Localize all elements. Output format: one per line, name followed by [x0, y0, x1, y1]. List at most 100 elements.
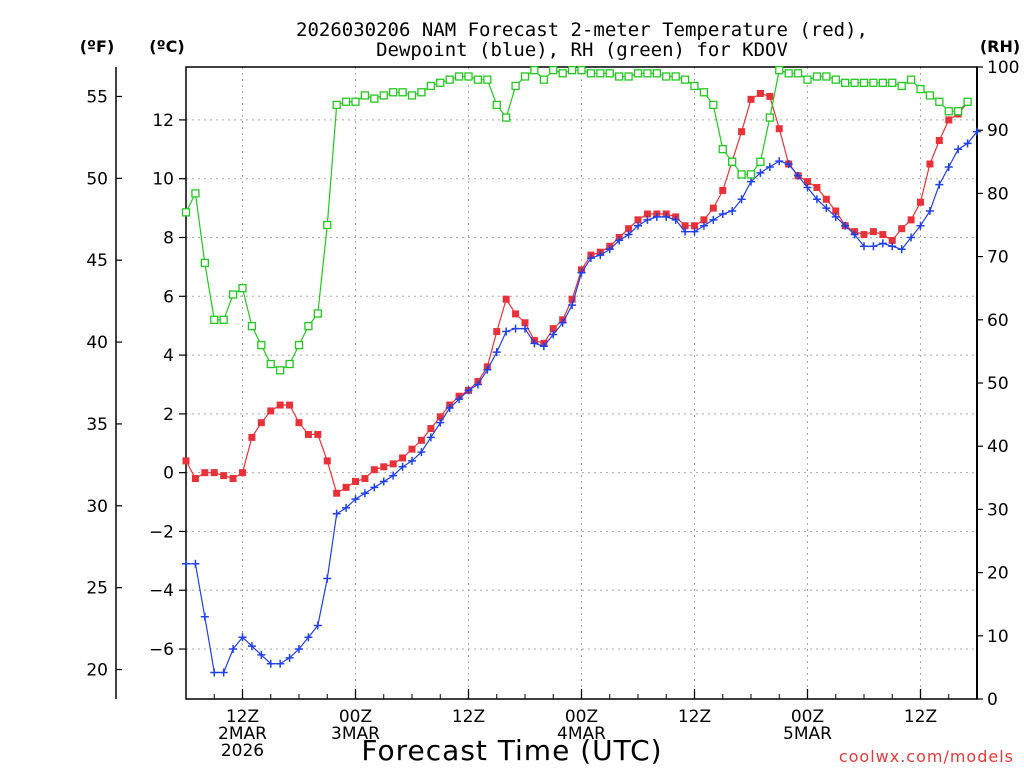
dewpoint-point [954, 145, 963, 154]
dewpoint-point [304, 633, 313, 642]
temperature-point [945, 116, 953, 124]
rh-point [323, 220, 332, 230]
temperature-point [568, 295, 576, 303]
time-tick-label: 2MAR [218, 724, 267, 744]
dewpoint-point [662, 212, 671, 221]
dewpoint-point [831, 212, 840, 221]
time-tick-label: 12Z [678, 707, 711, 727]
rh-tick-label: 30 [987, 500, 1009, 520]
rh-point [793, 69, 803, 78]
rh-tick-label: 80 [987, 184, 1009, 204]
rh-point [916, 84, 925, 94]
rh-point [869, 78, 878, 87]
dewpoint-point [313, 621, 322, 630]
dewpoint-point [285, 653, 294, 662]
fahrenheit-tick-label: 40 [86, 333, 108, 353]
rh-point [577, 66, 586, 75]
rh-point [492, 100, 501, 110]
rh-point [191, 189, 200, 198]
time-tick-label: 12Z [226, 707, 259, 727]
series-line-rh [185, 69, 969, 372]
time-tick-label: 00Z [565, 707, 598, 727]
temperature-point [512, 310, 520, 318]
dewpoint-point [530, 339, 539, 348]
temperature-point [521, 319, 529, 327]
dewpoint-point [436, 418, 445, 427]
temperature-point [267, 407, 275, 415]
dewpoint-point [737, 195, 746, 204]
rh-point [549, 66, 558, 75]
rh-point [784, 69, 793, 78]
rh-point [822, 72, 831, 81]
rh-point [690, 81, 699, 91]
dewpoint-point [803, 183, 812, 192]
celsius-tick-label: 6 [163, 287, 174, 307]
temperature-point [201, 469, 209, 477]
dewpoint-point [652, 212, 661, 221]
dewpoint-point [210, 668, 219, 677]
rh-point [445, 75, 454, 84]
rh-point [841, 78, 850, 87]
rh-point [181, 208, 191, 217]
temperature-point [935, 136, 943, 144]
temperature-point [408, 445, 416, 453]
dewpoint-point [634, 221, 642, 230]
rh-point [756, 157, 765, 166]
temperature-point [276, 401, 284, 409]
celsius-tick-label: 2 [163, 405, 174, 425]
rh-point [511, 81, 520, 91]
dewpoint-point [615, 236, 624, 245]
dewpoint-point [973, 127, 981, 136]
dewpoint-point [502, 327, 511, 336]
rh-tick-label: 70 [987, 248, 1009, 268]
dewpoint-point [963, 139, 972, 148]
temperature-point [907, 216, 915, 224]
temperature-point [323, 457, 331, 465]
axes-layer: −6 −4 −2 0 2 4 6 8 10 12 20 25 30 35 40 45 50 55 0 10 20 30 40… [86, 58, 1019, 761]
temperature-point [756, 89, 764, 97]
temperature-point [700, 216, 708, 224]
rh-point [850, 78, 859, 87]
celsius-tick-label: −2 [149, 522, 174, 542]
rh-point [257, 340, 266, 350]
dewpoint-point [643, 215, 652, 224]
temperature-point [879, 231, 887, 239]
dewpoint-point [775, 157, 784, 166]
dewpoint-point [539, 342, 548, 351]
temperature-point [738, 128, 746, 136]
rh-tick-label: 50 [987, 374, 1009, 394]
rh-point [304, 321, 313, 331]
rh-tick-label: 20 [987, 564, 1009, 584]
rh-point [332, 100, 341, 110]
rh-point [417, 88, 426, 97]
rh-point [680, 75, 690, 84]
rh-point [436, 78, 445, 87]
dewpoint-point [944, 162, 953, 171]
dewpoint-point [408, 456, 416, 465]
dewpoint-point [342, 503, 351, 512]
rh-point [341, 97, 351, 106]
rh-point [370, 94, 379, 103]
rh-point [351, 97, 360, 106]
temperature-point [248, 433, 256, 441]
dewpoint-point [257, 650, 266, 659]
temperature-point [220, 472, 228, 480]
temperature-point [747, 95, 755, 103]
rh-point [888, 78, 897, 87]
x-axis-label: Forecast Time (UTC) [361, 734, 662, 767]
rh-tick-label: 60 [987, 311, 1009, 331]
dewpoint-point [568, 301, 577, 310]
temperature-point [766, 92, 774, 100]
temperature-point [813, 184, 821, 192]
rh-point [266, 359, 275, 369]
temperature-point [502, 295, 510, 303]
dewpoint-point [511, 324, 520, 333]
rh-point [746, 170, 756, 179]
dewpoint-point [765, 162, 774, 171]
dewpoint-point [464, 386, 473, 395]
time-tick-label: 5MAR [783, 724, 832, 744]
temperature-point [869, 228, 877, 236]
fahrenheit-tick-label: 55 [86, 87, 108, 107]
rh-point [483, 75, 492, 84]
dewpoint-point [577, 268, 586, 277]
